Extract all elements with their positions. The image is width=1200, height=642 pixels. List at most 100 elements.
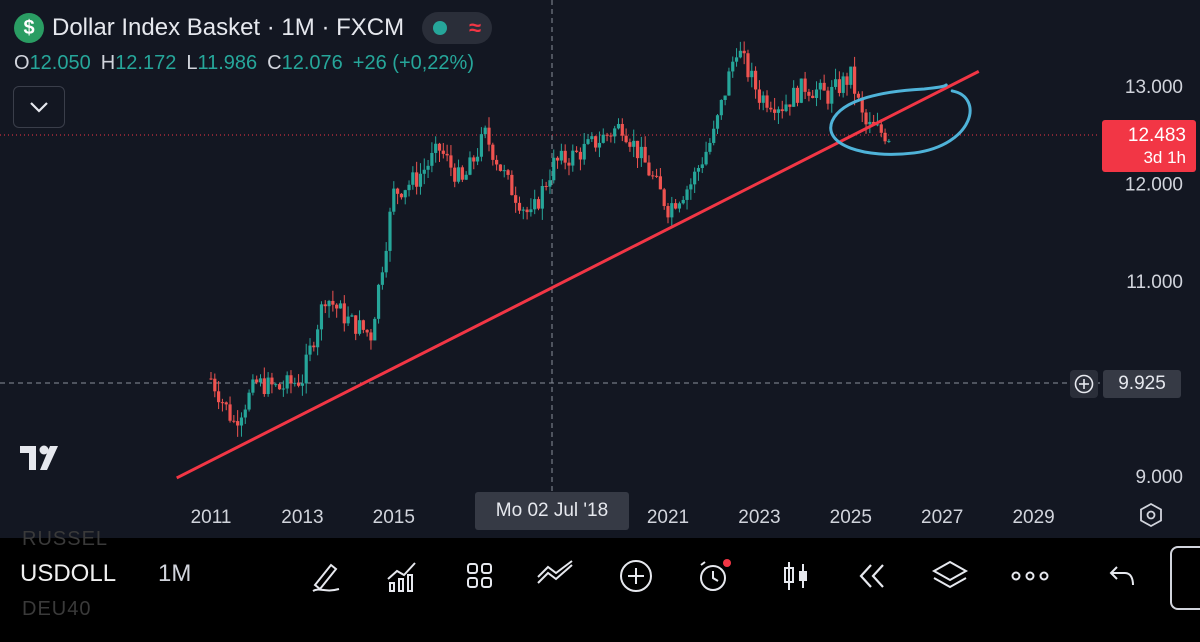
candle-body <box>552 157 556 181</box>
price-chart[interactable]: 9.000 11.000 12.000 13.000 2011 2013 2015 2021… <box>0 0 1200 538</box>
change-value: +26 (+0,22%) <box>352 52 474 74</box>
time-tick-label: 2013 <box>281 507 323 528</box>
price-axis[interactable]: 9.000 11.000 12.000 13.000 <box>1125 77 1183 488</box>
candle-body <box>780 109 784 112</box>
bar-style-button[interactable] <box>776 556 816 596</box>
candle-body <box>674 203 678 209</box>
replay-button[interactable] <box>852 556 892 596</box>
candle-body <box>677 203 682 209</box>
indicators-button[interactable] <box>382 556 422 596</box>
close-label: C <box>267 52 282 74</box>
candle-body <box>300 383 304 386</box>
candle-body <box>555 157 560 161</box>
trendline-segment[interactable] <box>176 70 980 480</box>
candle-body <box>616 123 621 129</box>
watchlist-toggle[interactable] <box>1170 546 1200 610</box>
time-tick-label: 2027 <box>921 507 963 528</box>
candle-body <box>639 146 643 159</box>
candle-body <box>308 345 312 355</box>
time-axis[interactable]: 2011 2013 2015 2021 2023 2025 2027 2029 <box>191 507 1055 528</box>
dollar-icon: $ <box>14 13 44 43</box>
candle-body <box>575 150 579 152</box>
draw-button[interactable] <box>306 556 346 596</box>
candle-body <box>258 378 263 383</box>
candle-body <box>719 99 723 116</box>
candle-body <box>232 420 236 422</box>
candle-body <box>822 82 826 91</box>
candle-body <box>217 391 221 403</box>
ghost-symbol-below[interactable]: DEU40 <box>22 598 92 620</box>
candle-body <box>548 180 552 187</box>
candle-body <box>441 150 445 154</box>
candle-body <box>704 151 708 165</box>
candle-body <box>498 164 503 171</box>
candle-body <box>620 123 624 136</box>
candle-body <box>594 136 598 148</box>
candle-body <box>236 421 240 426</box>
candle-body <box>613 128 617 137</box>
market-status-icon <box>433 21 448 35</box>
ghost-symbol-above[interactable]: RUSSEL <box>22 528 109 550</box>
compare-button[interactable] <box>536 556 576 596</box>
layers-button[interactable] <box>930 556 970 596</box>
status-pill[interactable]: ≈ <box>422 12 493 44</box>
candle-body <box>335 304 339 309</box>
chart-area[interactable]: 9.000 11.000 12.000 13.000 2011 2013 2015 2021… <box>0 0 1200 538</box>
symbol-selector[interactable]: USDOLL <box>20 560 117 587</box>
candle-body <box>632 140 636 147</box>
candle-body <box>803 78 807 92</box>
candle-body <box>449 155 453 168</box>
candle-body <box>670 203 674 218</box>
more-button[interactable] <box>1010 556 1050 596</box>
candle-body <box>495 159 499 165</box>
add-button[interactable] <box>616 556 656 596</box>
trendline[interactable] <box>176 70 980 480</box>
candle-body <box>396 188 400 194</box>
time-tick-label: 2029 <box>1012 507 1054 528</box>
candle-body <box>563 150 567 163</box>
candle-body <box>483 127 487 135</box>
candle-body <box>853 66 857 94</box>
chart-settings-button[interactable] <box>1138 502 1164 533</box>
undo-button[interactable] <box>1102 556 1142 596</box>
candle-body <box>464 174 468 180</box>
candle-body <box>460 167 464 180</box>
candle-body <box>255 379 259 383</box>
candle-body <box>795 87 800 103</box>
add-alert-button[interactable] <box>1070 370 1098 398</box>
annotation-circle <box>829 83 972 156</box>
open-value: 12.050 <box>29 52 91 74</box>
candles-icon <box>784 562 807 590</box>
candle-body <box>544 186 548 188</box>
interval-selector[interactable]: 1M <box>158 560 192 587</box>
candle-body <box>864 112 868 125</box>
templates-button[interactable] <box>460 556 500 596</box>
candle-body <box>213 378 217 392</box>
candle-body <box>323 304 327 307</box>
symbol-header[interactable]: $ Dollar Index Basket · 1M · FXCM ≈ <box>14 12 493 44</box>
candle-body <box>860 97 864 113</box>
candle-body <box>731 61 735 72</box>
candle-body <box>281 388 285 390</box>
candle-body <box>761 95 765 103</box>
candle-body <box>426 165 430 170</box>
candle-body <box>392 188 396 212</box>
candle-body <box>331 300 335 305</box>
collapse-legend-button[interactable] <box>13 86 65 128</box>
candle-body <box>479 134 483 157</box>
alert-button[interactable] <box>694 556 734 596</box>
open-label: O <box>14 52 30 74</box>
crosshair-price-label: 9.925 <box>1103 370 1181 398</box>
bar-countdown: 3d 1h <box>1143 148 1186 167</box>
candle-body <box>567 162 571 166</box>
candle-body <box>700 164 704 169</box>
chart-title[interactable]: Dollar Index Basket · 1M · FXCM <box>52 14 405 41</box>
candle-body <box>658 176 662 190</box>
candle-body <box>654 175 659 177</box>
candle-body <box>430 152 434 166</box>
candle-body <box>792 87 796 107</box>
time-tick-label: 2015 <box>373 507 415 528</box>
candle-body <box>734 57 739 62</box>
candle-body <box>845 76 849 85</box>
candle-body <box>624 135 628 143</box>
